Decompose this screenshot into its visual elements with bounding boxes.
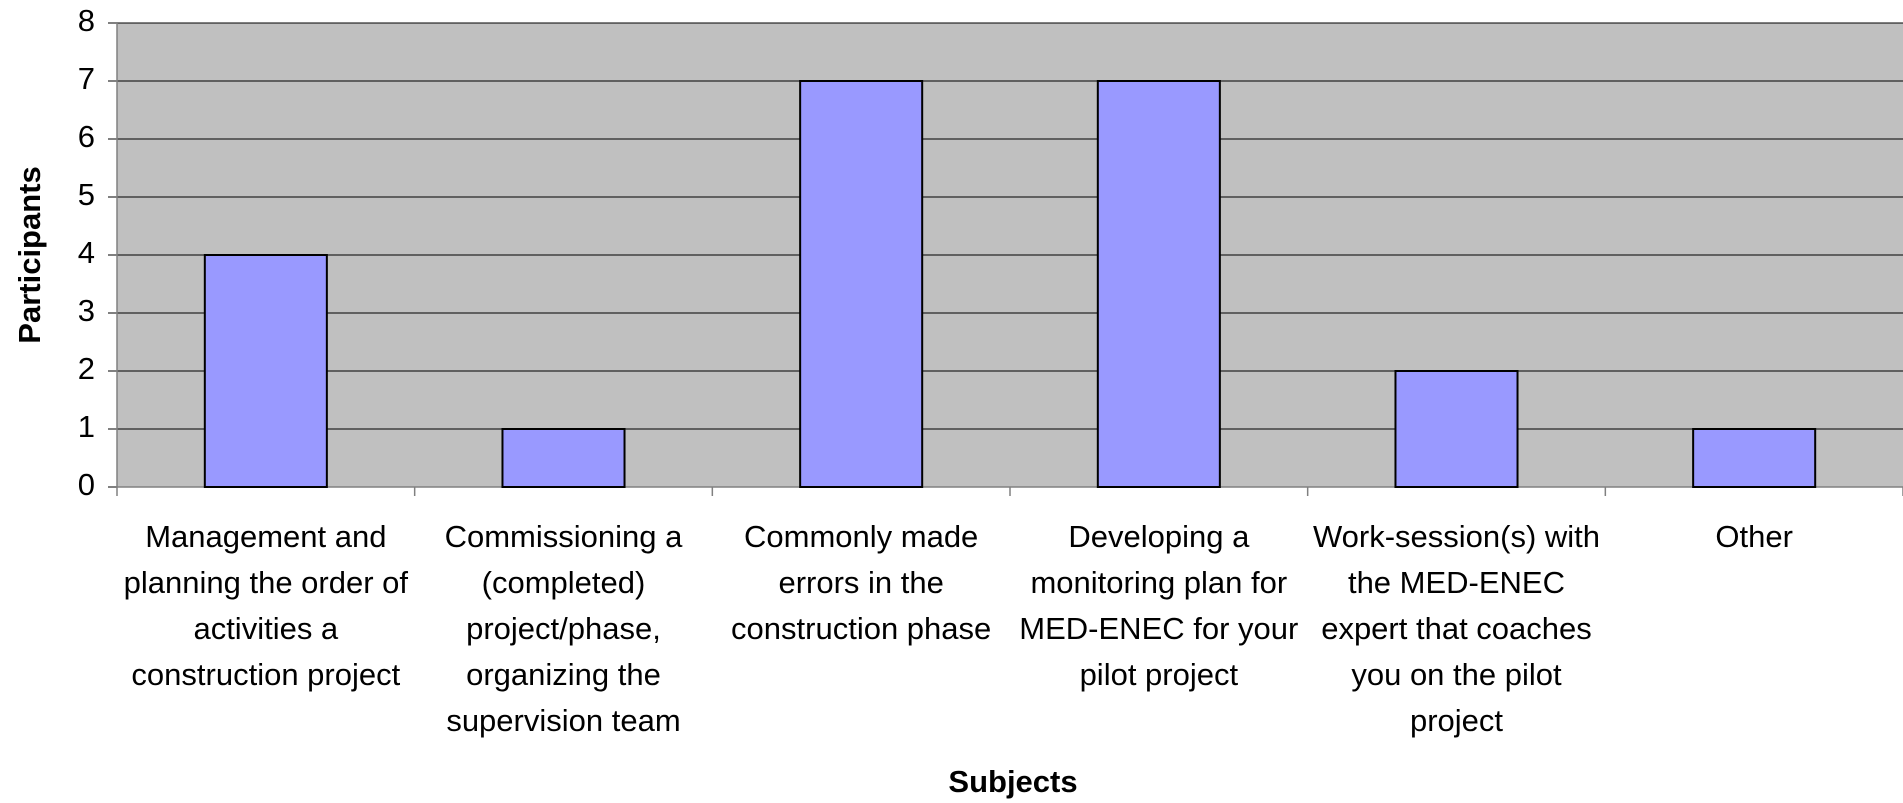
x-tick-label: Commissioning a (completed) project/phas… [444, 519, 683, 738]
y-tick-label: 1 [78, 409, 95, 444]
y-tick-label: 5 [78, 177, 95, 212]
x-tick-label: Other [1715, 519, 1793, 554]
bar [203, 254, 328, 488]
bar [1096, 80, 1221, 488]
x-tick-label: Developing a monitoring plan for MED-ENE… [1019, 519, 1299, 692]
y-tick-label: 4 [78, 235, 95, 270]
x-tick-label: Work-session(s) with the MED-ENEC expert… [1312, 519, 1601, 738]
bar [1692, 428, 1817, 488]
y-tick-label: 7 [78, 61, 95, 96]
bar [799, 80, 924, 488]
y-tick-label: 3 [78, 293, 95, 328]
bar [1394, 370, 1519, 488]
bar [501, 428, 626, 488]
y-tick-label: 0 [78, 467, 95, 502]
x-tick-label: Management and planning the order of act… [123, 519, 409, 692]
y-tick-label: 8 [78, 3, 95, 38]
y-tick-label: 6 [78, 119, 95, 154]
y-tick-label: 2 [78, 351, 95, 386]
x-axis-title: Subjects [948, 764, 1077, 799]
x-tick-label: Commonly made errors in the construction… [731, 519, 992, 646]
y-axis-title: Participants [12, 166, 47, 343]
